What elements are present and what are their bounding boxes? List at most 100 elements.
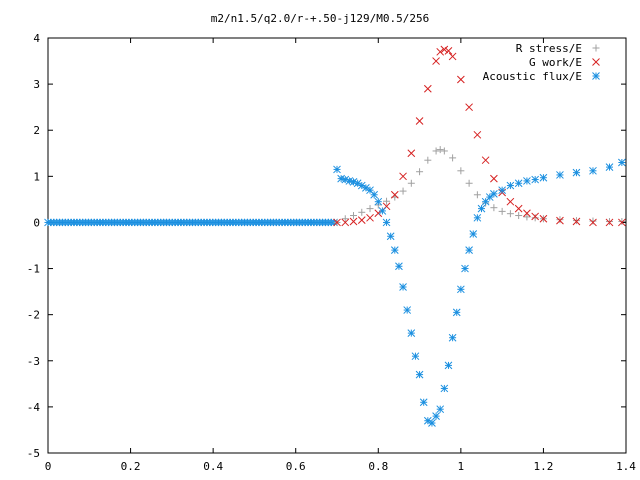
data-point <box>539 173 548 182</box>
data-point <box>423 84 432 93</box>
data-point <box>490 190 498 198</box>
data-point <box>440 384 449 393</box>
data-point <box>556 216 564 225</box>
data-point <box>411 352 420 361</box>
y-tick-label: 1 <box>33 170 40 183</box>
legend-marker <box>592 44 600 52</box>
axes-layer: 0 0.2 0.4 0.6 0.8 1 1.2 1.4 4 3 2 1 0 -1 -2 -3 -4 -5 <box>27 32 637 473</box>
data-point <box>539 214 548 223</box>
y-tick-label: -2 <box>27 309 40 322</box>
data-point <box>514 204 523 213</box>
data-point <box>605 218 614 227</box>
x-tick-label: 0.8 <box>368 460 388 473</box>
x-tick-label: 0.4 <box>203 460 223 473</box>
series-layer <box>44 45 626 427</box>
data-point <box>366 205 374 213</box>
data-point <box>350 212 358 220</box>
data-point <box>448 333 457 342</box>
data-point <box>432 412 440 420</box>
data-point <box>506 181 515 190</box>
data-point <box>556 171 564 179</box>
data-point <box>399 187 407 195</box>
data-point <box>531 214 539 222</box>
data-point <box>515 212 523 220</box>
data-point <box>473 191 481 199</box>
data-point <box>341 215 349 223</box>
data-point <box>432 57 440 65</box>
data-point <box>395 262 403 271</box>
data-point <box>374 197 383 206</box>
data-point <box>407 149 416 158</box>
data-point <box>448 52 457 61</box>
y-tick-label: -5 <box>27 447 40 460</box>
y-tick-label: -4 <box>27 401 41 414</box>
zero-baseline-markers <box>44 218 338 227</box>
x-tick-label: 1.2 <box>533 460 553 473</box>
data-point <box>407 329 416 337</box>
data-point <box>523 177 531 185</box>
data-point <box>469 230 478 238</box>
data-point <box>556 216 564 224</box>
legend-marker <box>592 72 600 80</box>
series-1 <box>333 146 626 226</box>
data-point <box>465 103 473 112</box>
data-point <box>357 216 366 224</box>
data-point <box>358 208 366 216</box>
data-point <box>399 283 407 291</box>
data-point <box>589 218 597 227</box>
legend-label: R stress/E <box>516 42 582 55</box>
data-point <box>370 190 379 199</box>
data-point <box>403 306 412 314</box>
data-point <box>490 174 498 183</box>
data-point <box>485 193 494 201</box>
data-point <box>477 204 486 213</box>
data-point <box>506 210 514 218</box>
data-point <box>457 75 465 84</box>
data-point <box>432 147 440 155</box>
data-point <box>436 47 445 56</box>
data-point <box>333 218 341 227</box>
data-point <box>424 156 432 164</box>
x-tick-label: 0 <box>45 460 52 473</box>
chart-title: m2/n1.5/q2.0/r-+.50-j129/M0.5/256 <box>211 12 430 25</box>
data-point <box>506 197 515 206</box>
data-point <box>605 163 614 171</box>
data-point <box>383 197 391 205</box>
y-tick-label: 0 <box>33 216 40 229</box>
x-tick-label: 1 <box>458 460 465 473</box>
data-point <box>523 213 531 221</box>
data-point <box>419 398 428 407</box>
y-tick-label: 2 <box>33 124 40 137</box>
legend-marker <box>592 58 600 66</box>
y-tick-label: -3 <box>27 355 40 368</box>
data-point <box>428 419 436 427</box>
data-point <box>465 246 473 254</box>
data-point <box>333 165 341 174</box>
data-point <box>416 168 424 176</box>
data-point <box>572 217 580 225</box>
data-point <box>378 207 387 215</box>
data-point <box>465 179 473 187</box>
data-point <box>349 217 358 226</box>
data-point <box>461 264 469 273</box>
y-tick-label: 4 <box>33 32 40 45</box>
data-point <box>514 179 523 188</box>
data-point <box>386 232 395 241</box>
data-point <box>390 190 399 199</box>
data-point <box>605 218 613 226</box>
legend-label: G work/E <box>529 56 582 69</box>
data-point <box>440 45 449 54</box>
data-point <box>572 217 581 226</box>
data-point <box>341 218 350 227</box>
data-point <box>490 204 498 212</box>
data-point <box>436 405 445 414</box>
x-tick-label: 0.6 <box>286 460 306 473</box>
data-point <box>407 179 415 187</box>
data-point <box>589 217 597 225</box>
data-point <box>618 158 626 167</box>
data-point <box>382 218 391 227</box>
data-point <box>452 308 461 317</box>
plot-frame <box>47 37 627 454</box>
data-point <box>415 117 424 125</box>
